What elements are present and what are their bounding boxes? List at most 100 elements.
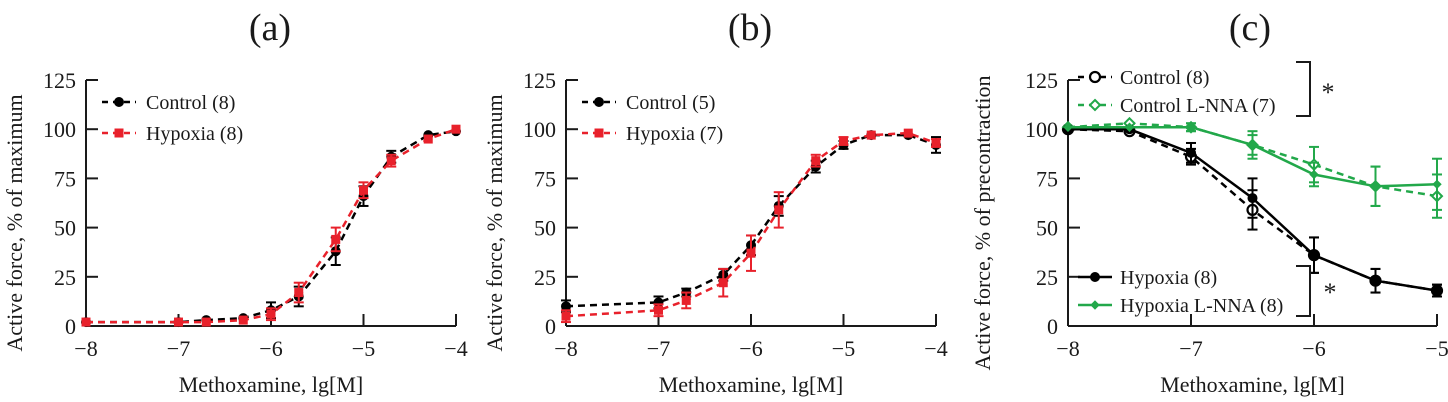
x-tick-label: −4 — [924, 336, 947, 361]
x-axis-title: Methoxamine, lg[M] — [659, 372, 844, 397]
x-tick-label: −7 — [167, 336, 190, 361]
x-tick-label: −6 — [259, 336, 282, 361]
x-tick-label: −5 — [1425, 336, 1448, 361]
x-tick-label: −8 — [554, 336, 577, 361]
data-point — [386, 156, 396, 166]
data-point — [81, 317, 91, 327]
legend-marker — [1090, 272, 1100, 282]
panel-label: (a) — [249, 7, 291, 49]
legend-marker — [1088, 98, 1102, 112]
y-tick-label: 125 — [523, 68, 556, 93]
y-axis-title: Active force, % of precontraction — [970, 75, 995, 370]
y-tick-label: 25 — [1036, 265, 1058, 290]
data-point — [1124, 122, 1135, 132]
data-point — [903, 128, 913, 138]
significance-bracket — [1296, 265, 1311, 317]
data-point — [294, 288, 304, 298]
data-point — [331, 234, 341, 244]
series-line — [86, 128, 457, 324]
y-tick-label: 25 — [534, 265, 556, 290]
significance-star: * — [1322, 78, 1335, 107]
data-point — [1432, 285, 1442, 296]
data-point — [423, 134, 433, 144]
legend: Control (5) Hypoxia (7) — [582, 92, 723, 145]
data-point — [931, 138, 941, 148]
data-point — [839, 136, 848, 146]
x-tick-label: −7 — [1179, 336, 1202, 361]
legend-label: Hypoxia (7) — [626, 123, 723, 145]
data-point — [561, 311, 571, 321]
y-tick-label: 75 — [534, 166, 556, 191]
data-point — [746, 248, 756, 258]
series-line — [565, 131, 937, 318]
y-tick-label: 125 — [1025, 68, 1058, 93]
data-point — [1309, 250, 1319, 261]
data-point — [654, 305, 663, 315]
panel-label: (c) — [1229, 7, 1271, 49]
data-point — [866, 130, 876, 140]
data-point — [266, 309, 276, 319]
x-tick-label: −6 — [1302, 336, 1325, 361]
y-tick-label: 100 — [1025, 117, 1058, 142]
data-point — [1432, 179, 1442, 190]
x-tick-label: −5 — [352, 336, 375, 361]
legend-label: Hypoxia L-NNA (8) — [1120, 295, 1283, 317]
y-tick-label: 100 — [43, 117, 76, 142]
y-axis-title: Active force, % of maximum — [482, 94, 507, 351]
data-point — [1370, 275, 1381, 286]
panel-a: (a) 0 25 50 75 100 125 −8 −7 −6 −5 −4 Methoxamine, l… — [2, 7, 468, 397]
data-point — [238, 315, 248, 325]
legend-label: Control (8) — [146, 92, 235, 114]
data-point — [1063, 122, 1073, 132]
series-control-8 — [81, 126, 461, 328]
series-hypoxia-7 — [561, 128, 941, 324]
x-axis-title: Methoxamine, lg[M] — [1160, 372, 1345, 397]
legend-label: Hypoxia (8) — [146, 123, 243, 145]
data-point — [1247, 193, 1258, 204]
x-tick-label: −6 — [739, 336, 762, 361]
legend-label: Control (5) — [626, 92, 715, 114]
significance-star: * — [1324, 278, 1337, 307]
data-point — [774, 205, 784, 215]
y-tick-label: 25 — [54, 265, 76, 290]
legend-marker — [594, 128, 604, 138]
y-tick-label: 125 — [43, 68, 76, 93]
x-tick-label: −8 — [74, 336, 97, 361]
data-point — [1186, 147, 1196, 158]
y-axis-title: Active force, % of maximum — [2, 94, 27, 351]
legend-marker — [594, 97, 604, 107]
y-tick-label: 0 — [545, 314, 556, 339]
legend-marker — [114, 97, 124, 107]
y-tick-label: 75 — [54, 166, 76, 191]
x-axis-title: Methoxamine, lg[M] — [179, 372, 364, 397]
data-point — [1247, 140, 1258, 150]
legend-label: Hypoxia (8) — [1120, 267, 1217, 289]
x-tick-label: −5 — [832, 336, 855, 361]
panel-label: (b) — [728, 7, 772, 49]
significance-bracket — [1296, 61, 1311, 117]
series-line — [565, 133, 937, 308]
data-point — [1309, 169, 1319, 180]
legend-marker — [1090, 300, 1100, 310]
data-point — [359, 185, 368, 195]
y-tick-label: 50 — [1036, 216, 1058, 241]
data-point — [451, 124, 461, 134]
y-tick-label: 0 — [65, 314, 76, 339]
y-tick-label: 0 — [1047, 314, 1058, 339]
series-hypoxia-l-nna-8 — [1063, 122, 1442, 211]
data-point — [1186, 122, 1196, 132]
x-tick-label: −7 — [647, 336, 670, 361]
legend-label: Control (8) — [1120, 67, 1209, 89]
data-point — [681, 295, 691, 305]
data-point — [718, 278, 728, 288]
legend: Control (8) Hypoxia (8) — [102, 92, 243, 145]
series-hypoxia-8 — [81, 124, 461, 327]
panel-b: (b) 0 25 50 75 100 125 −8 −7 −6 −5 −4 Methoxamine, l… — [482, 7, 948, 397]
y-tick-label: 50 — [54, 216, 76, 241]
x-tick-label: −4 — [444, 336, 467, 361]
y-tick-label: 100 — [523, 117, 556, 142]
legend-marker — [114, 128, 124, 138]
legend-marker — [1088, 70, 1102, 84]
data-point — [1370, 181, 1381, 191]
